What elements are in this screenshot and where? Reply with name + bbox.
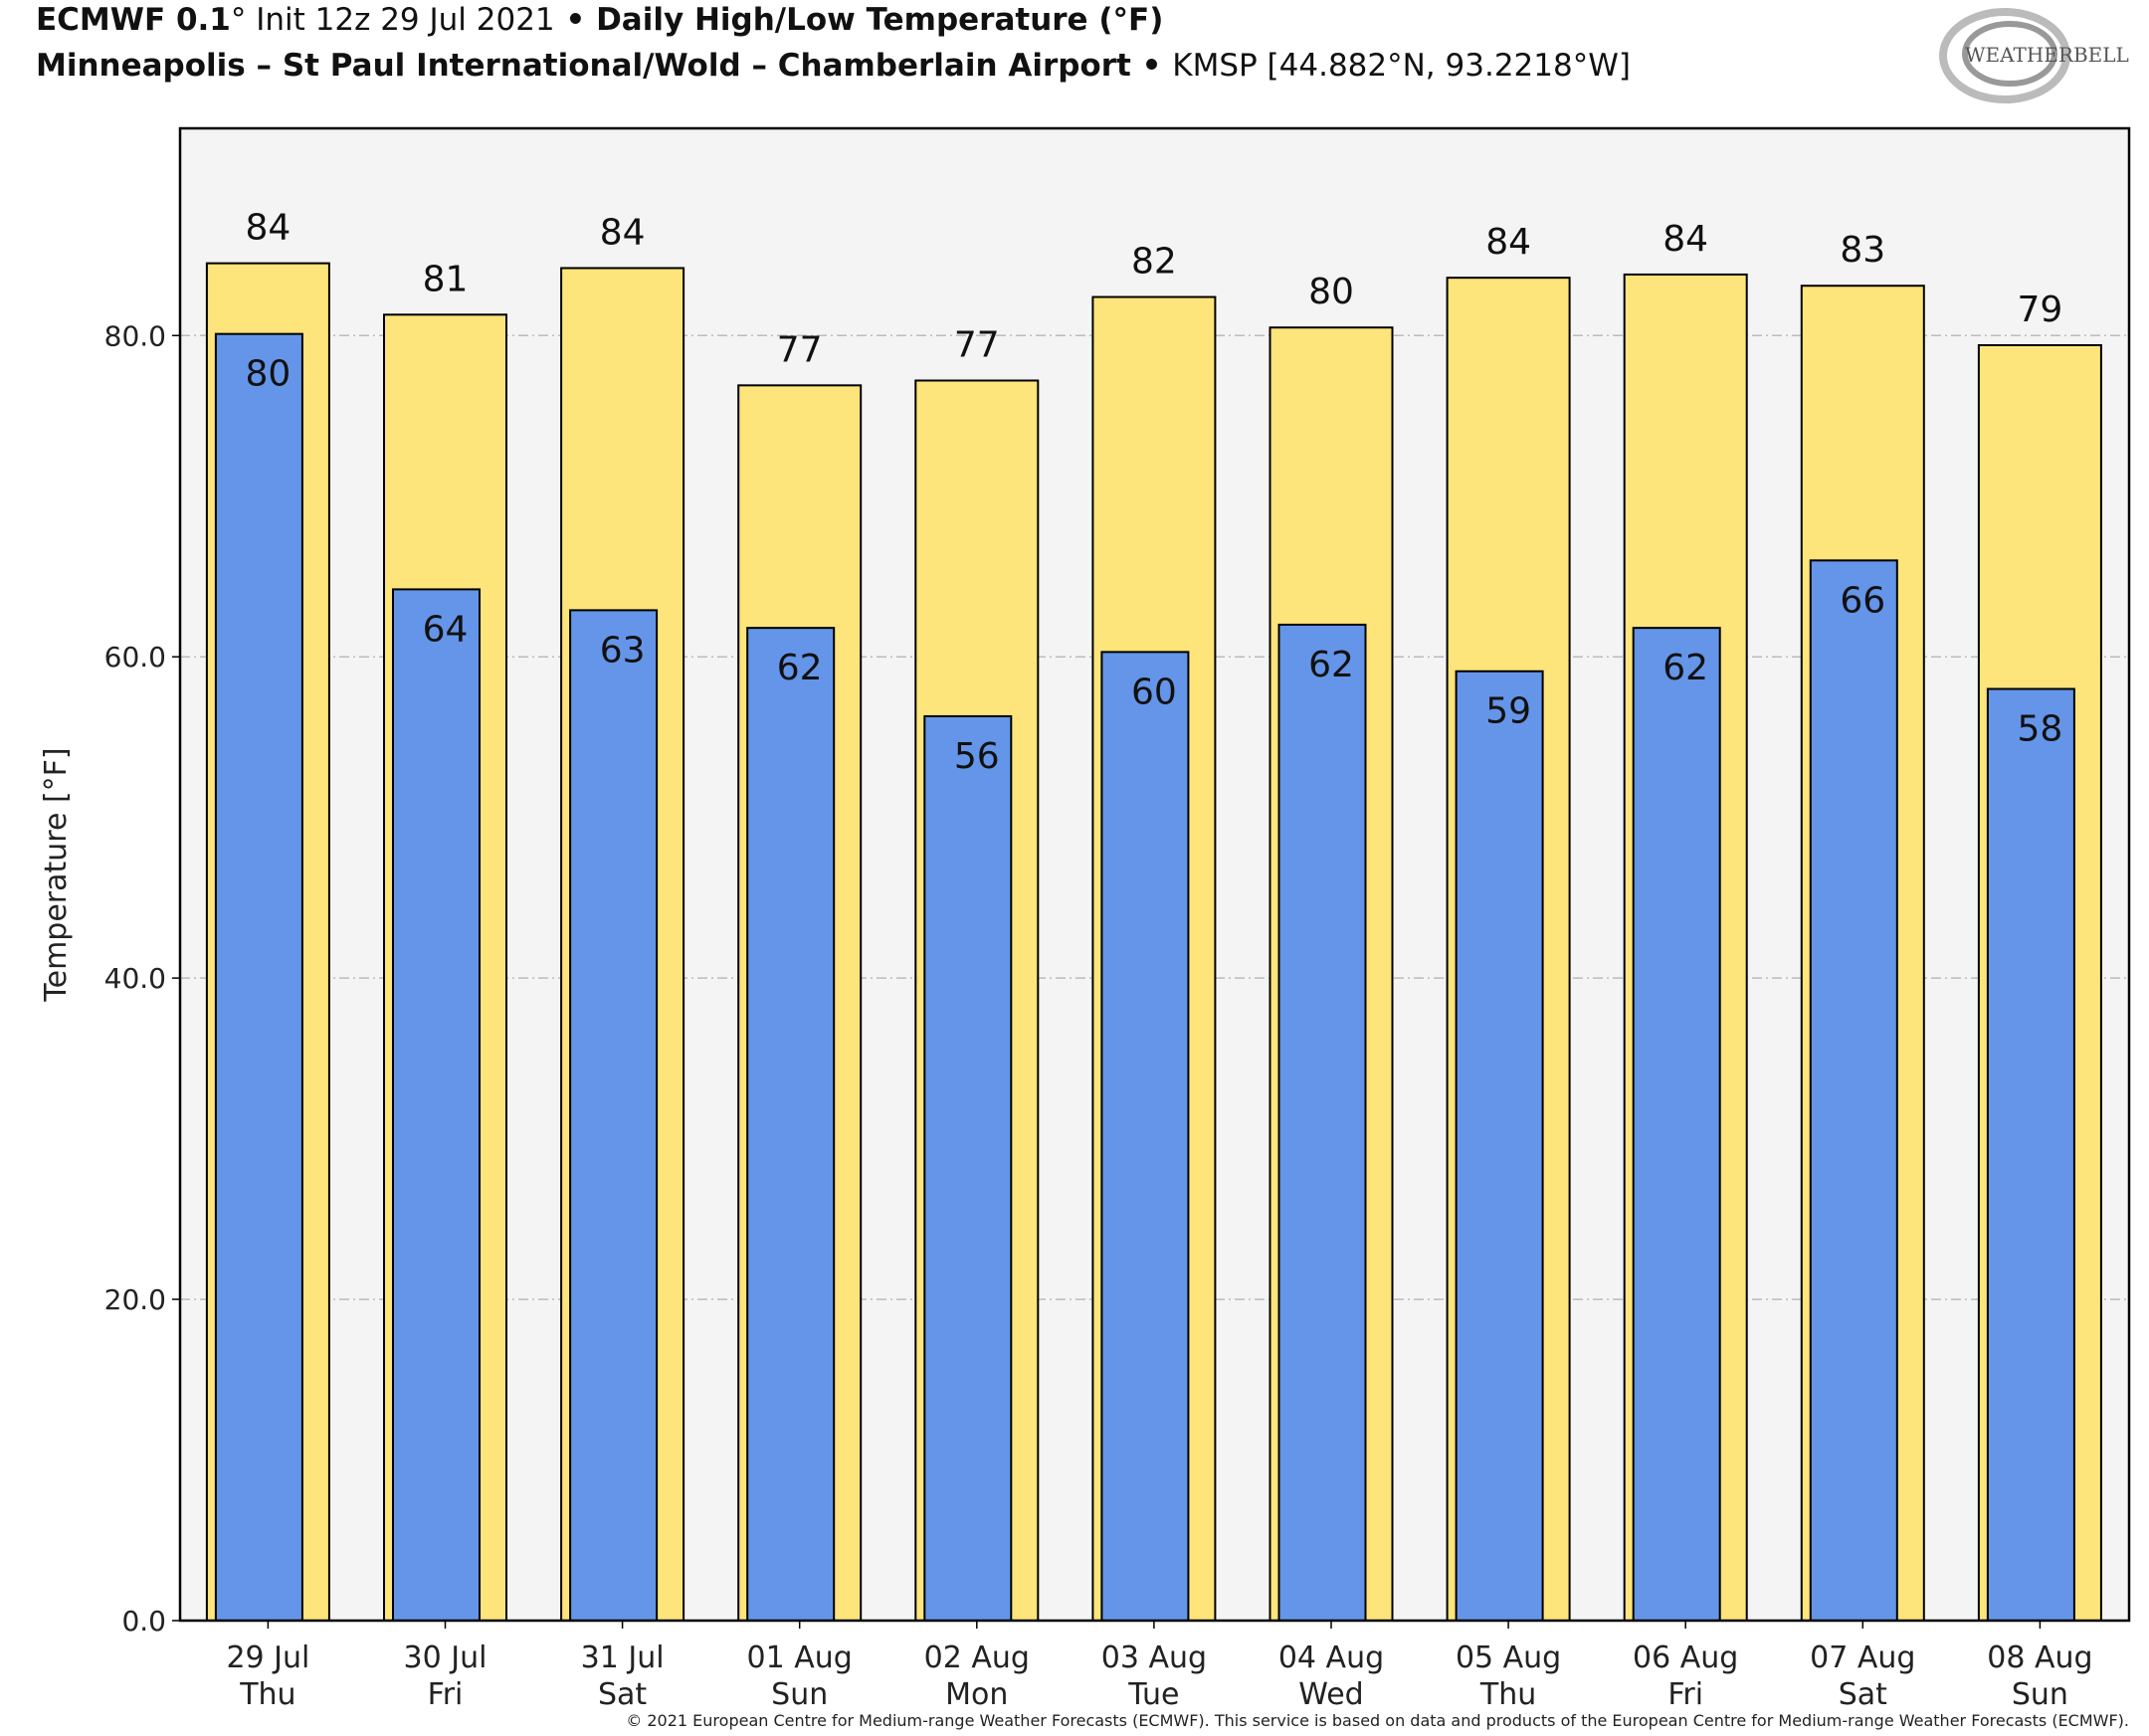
low-value-label: 62 — [1662, 648, 1708, 688]
high-value-label: 77 — [954, 324, 1000, 365]
low-value-label: 63 — [600, 630, 646, 671]
low-value-label: 59 — [1485, 691, 1531, 732]
x-tick-date: 01 Aug — [747, 1640, 853, 1675]
x-tick-weekday: Sat — [598, 1677, 647, 1712]
low-value-label: 62 — [1308, 645, 1354, 685]
y-tick-label: 0.0 — [121, 1605, 166, 1638]
y-axis-label: Temperature [°F] — [39, 747, 74, 1002]
x-tick-date: 29 Jul — [226, 1640, 309, 1675]
x-tick-weekday: Fri — [428, 1677, 464, 1712]
low-bar — [746, 627, 836, 1622]
x-tick-date: 04 Aug — [1278, 1640, 1384, 1675]
high-value-label: 81 — [423, 259, 469, 299]
x-tick-weekday: Sun — [771, 1677, 828, 1712]
init-time: Init 12z 29 Jul 2021 — [256, 2, 555, 38]
plot-frame — [178, 126, 2131, 1623]
low-value-label: 60 — [1131, 672, 1177, 712]
model-name: ECMWF 0.1 — [36, 2, 231, 38]
low-bar — [1455, 670, 1544, 1622]
high-value-label: 84 — [1485, 222, 1531, 263]
copyright-footer: © 2021 European Centre for Medium-range … — [626, 1711, 2129, 1730]
x-tick-date: 05 Aug — [1456, 1640, 1561, 1675]
x-tick-date: 07 Aug — [1810, 1640, 1915, 1675]
x-tick-date: 30 Jul — [404, 1640, 488, 1675]
x-tick-date: 02 Aug — [924, 1640, 1030, 1675]
y-tick-label: 40.0 — [104, 962, 166, 995]
low-bar — [1277, 623, 1367, 1622]
station-name: Minneapolis – St Paul International/Wold… — [36, 48, 1131, 84]
product-name: Daily High/Low Temperature (°F) — [596, 2, 1164, 38]
separator: • — [554, 2, 597, 38]
low-bar — [214, 332, 303, 1622]
y-tick-label: 80.0 — [104, 319, 166, 352]
low-bar — [1632, 627, 1721, 1622]
x-tick-weekday: Sat — [1839, 1677, 1887, 1712]
low-value-label: 66 — [1840, 580, 1885, 621]
separator: • — [1130, 48, 1173, 84]
low-value-label: 80 — [245, 354, 291, 395]
logo-text: WEATHERBELL — [1965, 43, 2129, 67]
low-bar — [1100, 651, 1190, 1622]
low-bar — [392, 588, 481, 1622]
low-value-label: 62 — [777, 648, 823, 688]
degree-symbol: ° — [230, 2, 247, 38]
high-value-label: 83 — [1840, 230, 1885, 271]
high-value-label: 84 — [245, 208, 291, 249]
low-value-label: 56 — [954, 736, 1000, 777]
y-tick-label: 20.0 — [104, 1283, 166, 1316]
low-value-label: 64 — [423, 609, 469, 650]
x-tick-weekday: Mon — [945, 1677, 1008, 1712]
x-tick-weekday: Wed — [1298, 1677, 1363, 1712]
x-tick-weekday: Tue — [1127, 1677, 1179, 1712]
x-tick-weekday: Thu — [1479, 1677, 1536, 1712]
chart-title: ECMWF 0.1° Init 12z 29 Jul 2021 • Daily … — [36, 2, 1163, 38]
high-value-label: 84 — [600, 212, 646, 253]
high-value-label: 84 — [1662, 219, 1708, 260]
chart-subtitle: Minneapolis – St Paul International/Wold… — [36, 48, 1631, 84]
weatherbell-logo: WEATHERBELL — [1939, 8, 2129, 103]
station-code: KMSP [44.882°N, 93.2218°W] — [1172, 48, 1631, 84]
low-bar — [1809, 559, 1898, 1622]
x-tick-date: 03 Aug — [1101, 1640, 1207, 1675]
high-value-label: 79 — [2017, 289, 2062, 330]
low-value-label: 58 — [2017, 709, 2062, 750]
high-value-label: 82 — [1131, 242, 1177, 283]
y-tick-label: 60.0 — [104, 641, 166, 674]
low-bar — [569, 609, 659, 1622]
x-tick-weekday: Thu — [239, 1677, 295, 1712]
high-value-label: 77 — [777, 329, 823, 370]
high-value-label: 80 — [1308, 272, 1354, 312]
x-tick-date: 08 Aug — [1987, 1640, 2092, 1675]
x-tick-date: 31 Jul — [581, 1640, 665, 1675]
x-tick-weekday: Sun — [2012, 1677, 2068, 1712]
x-tick-date: 06 Aug — [1633, 1640, 1738, 1675]
x-tick-weekday: Fri — [1667, 1677, 1703, 1712]
low-bar — [923, 714, 1013, 1622]
low-bar — [1986, 687, 2075, 1622]
